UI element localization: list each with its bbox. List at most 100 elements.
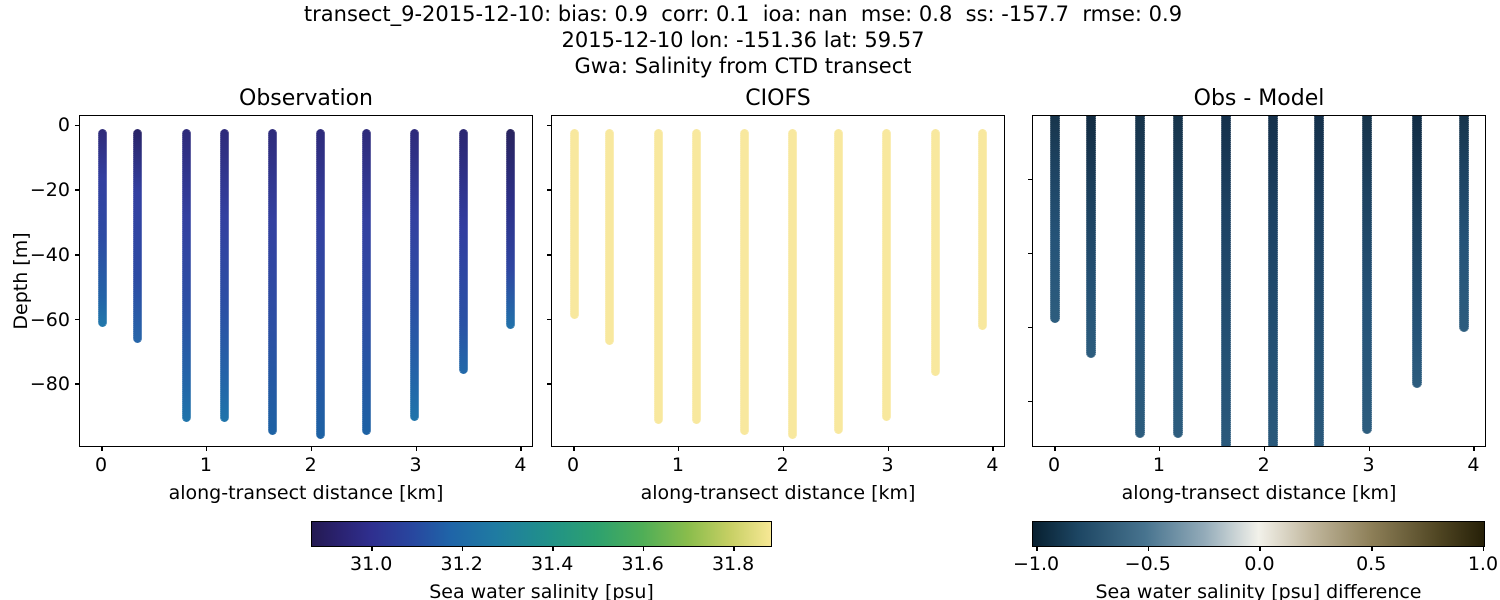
profile-column (833, 128, 843, 434)
x-tick (1368, 447, 1371, 451)
y-tick (75, 318, 79, 321)
profile-column (605, 128, 615, 345)
profile-column (459, 128, 469, 374)
colorbar-tick-label: 1.0 (1467, 553, 1499, 575)
profile-column (361, 128, 371, 436)
x-tick (1158, 447, 1161, 451)
colorbar-tick (1259, 547, 1261, 551)
x-tick-label: 0 (566, 454, 580, 476)
x-tick (887, 447, 890, 451)
y-tick-label: −40 (29, 243, 70, 266)
x-tick (1263, 447, 1266, 451)
x-tick-label: 4 (514, 454, 527, 476)
ciofs-panel: 0 1 2 3 4 (547, 115, 1005, 476)
y-tick (75, 124, 79, 127)
obs-model-plot-area (1032, 115, 1486, 447)
profile-column (931, 128, 941, 376)
profile-column (881, 128, 891, 421)
x-tick (520, 447, 522, 451)
profile-column (220, 128, 230, 423)
y-tick (1028, 178, 1032, 181)
y-tick-label: −60 (29, 308, 70, 331)
y-tick (547, 124, 551, 127)
salinity-colorbar-label: Sea water salinity [psu] (429, 581, 654, 600)
y-tick (1028, 252, 1032, 255)
x-tick (1054, 447, 1056, 451)
colorbar-tick (552, 547, 554, 551)
y-tick-label: 0 (57, 114, 70, 137)
profile-column (506, 128, 516, 329)
y-tick (547, 318, 551, 321)
x-tick-label: 2 (776, 454, 789, 476)
profile-column (182, 128, 192, 423)
colorbar-tick (733, 547, 735, 551)
panel-title-observation: Observation (239, 86, 373, 111)
x-tick-label: 1 (671, 454, 684, 476)
x-tick-label: 0 (94, 454, 108, 476)
colorbar-tick (642, 547, 645, 551)
profile-column (1050, 116, 1061, 324)
difference-colorbar-label: Sea water salinity [psu] difference (1095, 581, 1422, 600)
colorbar-tick (1482, 547, 1485, 551)
ciofs-plot-area (551, 115, 1005, 447)
profile-column (268, 128, 278, 436)
colorbar-tick (1371, 547, 1373, 551)
x-tick-label: 1 (199, 454, 212, 476)
x-tick (677, 447, 680, 451)
difference-colorbar-gradient (1032, 521, 1485, 547)
colorbar-tick (461, 547, 464, 551)
colorbar-tick (1036, 547, 1038, 551)
y-tick (547, 383, 551, 385)
x-tick (310, 447, 313, 451)
x-tick (573, 447, 575, 451)
y-tick (75, 383, 79, 385)
colorbar-tick-label: 0.5 (1356, 553, 1387, 575)
colorbar-tick-label: 31.2 (440, 553, 483, 575)
colorbar-tick-label: 31.8 (711, 553, 755, 575)
x-axis-label-observation: along-transect distance [km] (168, 482, 444, 504)
suptitle-line-1: transect_9-2015-12-10: bias: 0.9 corr: 0… (303, 2, 1183, 26)
x-tick-label: 2 (304, 454, 317, 476)
x-tick-label: 3 (881, 454, 894, 476)
profile-column (654, 128, 664, 425)
x-tick (782, 447, 785, 451)
profile-column (133, 128, 143, 344)
y-tick (75, 189, 79, 191)
colorbar-tick-label: 31.0 (350, 553, 393, 575)
y-tick (547, 189, 551, 191)
y-tick (75, 254, 79, 256)
x-tick-label: 4 (1467, 454, 1480, 476)
x-axis-label-obs-model: along-transect distance [km] (1121, 482, 1397, 504)
x-tick (1473, 447, 1475, 451)
x-tick-label: 3 (409, 454, 422, 476)
x-tick (205, 447, 208, 451)
colorbar-tick-label: 0.0 (1244, 553, 1275, 575)
x-tick (101, 447, 103, 451)
x-tick (415, 447, 418, 451)
profile-column (740, 128, 750, 436)
y-tick (547, 254, 551, 256)
panel-title-ciofs: CIOFS (745, 86, 811, 111)
profile-column (1458, 116, 1469, 333)
profile-column (1085, 116, 1096, 359)
colorbar-tick-label: 31.6 (621, 553, 664, 575)
y-tick (1028, 326, 1032, 329)
profile-column (569, 128, 579, 319)
x-tick-label: 3 (1362, 454, 1375, 476)
x-tick-label: 1 (1152, 454, 1165, 476)
profile-column (787, 128, 797, 439)
x-tick-label: 0 (1047, 454, 1061, 476)
observation-plot-area (79, 115, 533, 447)
profile-column (1172, 116, 1183, 438)
colorbar-tick (371, 547, 373, 551)
x-tick-label: 4 (986, 454, 999, 476)
profile-column (97, 128, 107, 327)
profile-column (1362, 116, 1373, 434)
profile-column (1268, 116, 1279, 446)
profile-column (409, 128, 419, 421)
obs-model-panel: 0 1 2 3 4 (1028, 115, 1486, 476)
observation-panel: 0 1 2 3 4 0 −20 −40 −60 −80 (30, 114, 533, 476)
x-axis-label-ciofs: along-transect distance [km] (640, 482, 916, 504)
y-tick-label: −20 (29, 179, 70, 202)
